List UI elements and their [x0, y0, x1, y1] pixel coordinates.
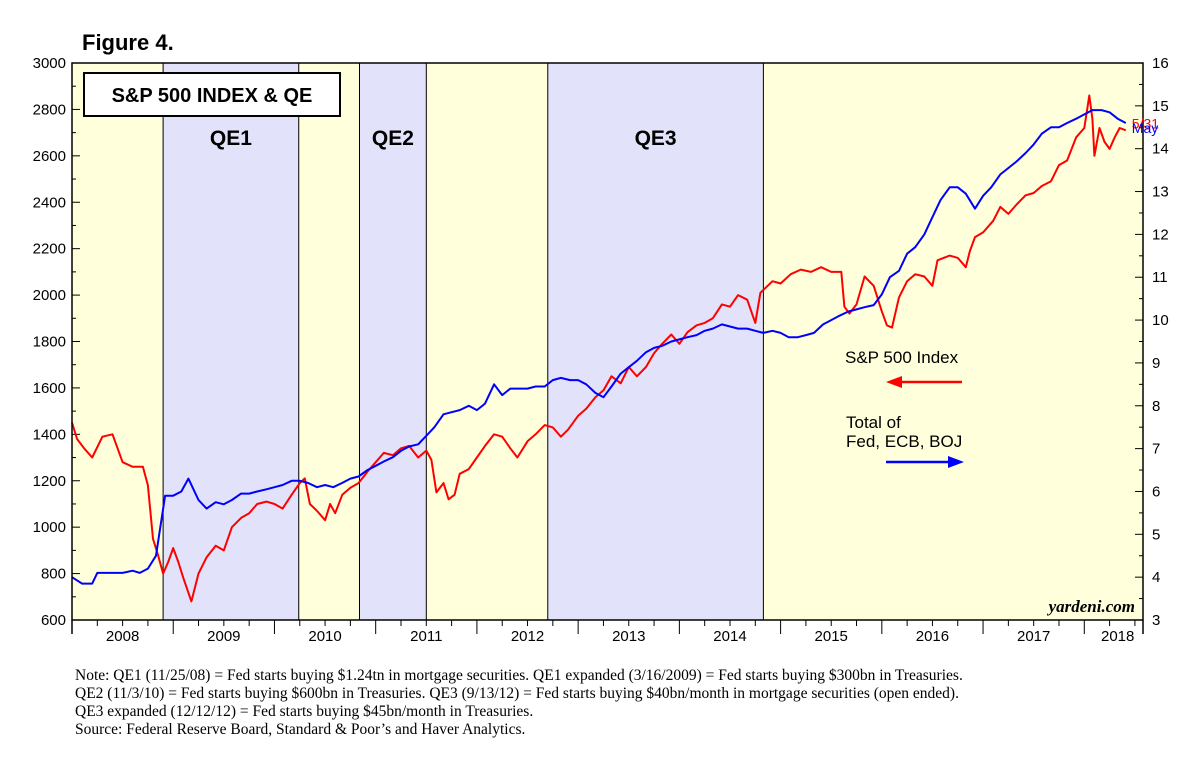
right-axis-tick-label: 10: [1152, 312, 1169, 329]
sp500-end-label: 5/31: [1132, 115, 1159, 131]
note-line: QE3 expanded (12/12/12) = Fed starts buy…: [75, 703, 534, 720]
legend-cb-label-line2: Fed, ECB, BOJ: [846, 432, 962, 451]
left-axis-tick-label: 2800: [33, 101, 66, 118]
legend-cb-label-line1: Total of: [846, 413, 901, 432]
right-axis-tick-label: 8: [1152, 398, 1160, 415]
cb-assets-end-label: May: [1132, 120, 1158, 136]
x-axis-tick-label: 2009: [207, 628, 240, 645]
x-axis-tick-label: 2008: [106, 628, 139, 645]
left-axis-tick-label: 1200: [33, 473, 66, 490]
x-axis-tick-label: 2016: [916, 628, 949, 645]
right-axis-tick-label: 5: [1152, 526, 1160, 543]
qe-label-qe3: QE3: [635, 127, 677, 150]
right-axis-tick-label: 9: [1152, 355, 1160, 372]
qe-label-qe1: QE1: [210, 127, 252, 150]
note-line: Note: QE1 (11/25/08) = Fed starts buying…: [75, 667, 963, 684]
chart-title-box: S&P 500 INDEX & QE: [83, 72, 341, 117]
right-axis-tick-label: 7: [1152, 441, 1160, 458]
x-axis-tick-label: 2017: [1017, 628, 1050, 645]
x-axis-tick-label: 2012: [511, 628, 544, 645]
x-axis-tick-label: 2013: [612, 628, 645, 645]
right-axis-tick-label: 15: [1152, 98, 1169, 115]
qe-band-qe2: [359, 63, 427, 620]
cb-assets-line: [71, 109, 1127, 585]
right-axis-tick-label: 4: [1152, 569, 1160, 586]
right-axis-tick-label: 14: [1152, 141, 1169, 158]
note-line: QE2 (11/3/10) = Fed starts buying $600bn…: [75, 685, 959, 702]
x-axis-tick-label: 2015: [815, 628, 848, 645]
left-axis-tick-label: 1600: [33, 380, 66, 397]
left-axis-tick-label: 2600: [33, 148, 66, 165]
legend-sp500-label: S&P 500 Index: [845, 348, 959, 367]
sp500-qe-chart: QE1 QE2 QE3 600 800 1000 1200 1400 1600 1800 2000 2…: [33, 55, 1169, 645]
left-axis-tick-label: 600: [41, 612, 66, 629]
left-axis-tick-label: 2400: [33, 194, 66, 211]
qe-band-qe3: [547, 63, 764, 620]
left-axis-tick-label: 2200: [33, 241, 66, 258]
x-axis-tick-label: 2011: [410, 628, 442, 645]
plot-frame: [71, 62, 1144, 621]
left-axis-tick-label: 1000: [33, 519, 66, 536]
chart-title: S&P 500 INDEX & QE: [112, 85, 313, 107]
right-axis-tick-label: 11: [1152, 269, 1168, 286]
left-axis-tick-label: 2000: [33, 287, 66, 304]
qe-label-qe2: QE2: [372, 127, 414, 150]
left-axis-tick-label: 3000: [33, 55, 66, 72]
figure-label: Figure 4.: [82, 30, 174, 55]
source-credit: yardeni.com: [1047, 597, 1135, 616]
right-axis-tick-label: 6: [1152, 483, 1160, 500]
sp500-line: [71, 94, 1127, 603]
legend-left-arrow: [886, 376, 962, 388]
x-axis-tick-label: 2018: [1101, 628, 1134, 645]
right-axis-tick-label: 16: [1152, 55, 1169, 72]
left-axis-tick-label: 1800: [33, 334, 66, 351]
chart-notes: Note: QE1 (11/25/08) = Fed starts buying…: [75, 667, 1185, 739]
left-axis-tick-label: 800: [41, 566, 66, 583]
right-axis-tick-label: 13: [1152, 184, 1169, 201]
x-axis-tick-label: 2014: [713, 628, 746, 645]
x-axis-tick-label: 2010: [308, 628, 341, 645]
right-axis-tick-label: 3: [1152, 612, 1160, 629]
left-axis-tick-label: 1400: [33, 426, 66, 443]
legend-right-arrow: [886, 456, 964, 468]
note-line: Source: Federal Reserve Board, Standard …: [75, 721, 526, 738]
right-axis-tick-label: 12: [1152, 226, 1169, 243]
